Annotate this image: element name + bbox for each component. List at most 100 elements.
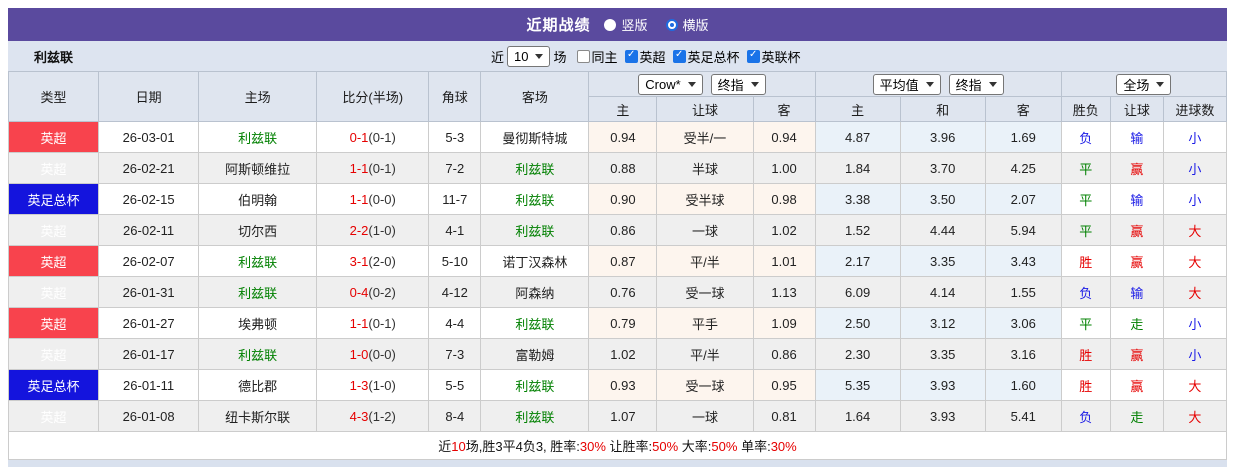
radio-option-vertical[interactable]: 竖版 — [604, 15, 648, 34]
average-index-select[interactable]: 终指 — [948, 73, 1004, 95]
halftime-score: (1-0) — [368, 222, 396, 238]
radio-icon[interactable] — [665, 18, 678, 31]
col-header-avg-home: 主 — [814, 96, 901, 122]
score-cell: 1-1(0-0) — [316, 183, 430, 215]
avg-draw-odds: 3.12 — [899, 307, 986, 339]
away-team: 利兹联 — [480, 307, 590, 339]
table-row: 英足总杯 26-02-15 伯明翰 1-1(0-0) 11-7 利兹联 0.90 受半球 0.9… — [7, 183, 1228, 215]
scope-select[interactable]: 全场 — [1116, 73, 1172, 95]
away-odds: 0.95 — [752, 369, 816, 401]
halftime-score: (0-1) — [368, 160, 396, 176]
handicap-line: 受一球 — [656, 369, 754, 401]
avg-draw-odds: 4.14 — [899, 276, 986, 308]
away-team: 利兹联 — [480, 152, 590, 184]
fa-cup-label[interactable]: 英足总杯 — [687, 49, 740, 65]
halftime-score: (0-1) — [368, 315, 396, 331]
col-header-date: 日期 — [98, 71, 200, 122]
radio-option-horizontal[interactable]: 横版 — [665, 15, 709, 34]
handicap-result-cell: 输 — [1109, 276, 1164, 308]
summary-segment: 10 — [451, 439, 466, 454]
fa-cup-checkbox[interactable] — [672, 49, 686, 63]
same-home-label[interactable]: 同主 — [591, 49, 618, 65]
premier-league-label[interactable]: 英超 — [639, 49, 666, 65]
goals-result-cell: 大 — [1162, 245, 1228, 277]
match-count-value: 10 — [514, 48, 529, 64]
avg-away-odds: 3.06 — [984, 307, 1062, 339]
away-odds: 1.01 — [752, 245, 816, 277]
home-team: 德比郡 — [198, 369, 318, 401]
corner-cell: 11-7 — [428, 183, 482, 215]
same-home-checkbox[interactable] — [576, 49, 590, 63]
home-odds: 0.87 — [588, 245, 658, 277]
fulltime-score: 1-3 — [349, 377, 369, 393]
col-header-corner: 角球 — [428, 71, 482, 122]
score-cell: 1-1(0-1) — [316, 307, 430, 339]
avg-draw-odds: 3.35 — [899, 245, 986, 277]
date-cell: 26-01-11 — [98, 369, 200, 401]
home-team: 切尔西 — [198, 214, 318, 246]
radio-icon[interactable] — [604, 18, 617, 31]
goals-result-cell: 大 — [1162, 369, 1228, 401]
odds-company-select[interactable]: Crow* — [638, 73, 703, 95]
handicap-result-cell: 走 — [1109, 400, 1164, 432]
home-team: 纽卡斯尔联 — [198, 400, 318, 432]
date-cell: 26-01-17 — [98, 338, 200, 370]
avg-away-odds: 2.07 — [984, 183, 1062, 215]
col-header-type: 类型 — [7, 71, 100, 122]
league-badge: 英足总杯 — [7, 183, 100, 215]
summary-segment: 50% — [711, 439, 738, 454]
avg-home-odds: 2.17 — [814, 245, 901, 277]
home-team: 利兹联 — [198, 338, 318, 370]
handicap-result-cell: 赢 — [1109, 152, 1164, 184]
table-row: 英超 26-02-21 阿斯顿维拉 1-1(0-1) 7-2 利兹联 0.88 半球 1.00 1… — [7, 152, 1228, 184]
fulltime-score: 4-3 — [349, 408, 369, 424]
odds-select-group: Crow* 终指 — [588, 71, 816, 97]
handicap-result-cell: 输 — [1109, 183, 1164, 215]
title-bar: 近期战绩 竖版 横版 — [8, 8, 1227, 41]
fulltime-score: 2-2 — [349, 222, 369, 238]
home-odds: 0.93 — [588, 369, 658, 401]
average-type-select[interactable]: 平均值 — [872, 73, 941, 95]
table-row: 英超 26-01-27 埃弗顿 1-1(0-1) 4-4 利兹联 0.79 平手 1.09 2.5… — [7, 307, 1228, 339]
avg-home-odds: 2.30 — [814, 338, 901, 370]
league-cup-checkbox[interactable] — [746, 49, 760, 63]
handicap-line: 一球 — [656, 214, 754, 246]
halftime-score: (1-2) — [368, 408, 396, 424]
radio-label-horizontal[interactable]: 横版 — [682, 18, 709, 33]
score-cell: 1-0(0-0) — [316, 338, 430, 370]
handicap-result-cell: 赢 — [1109, 338, 1164, 370]
match-count-select[interactable]: 10 — [507, 45, 551, 67]
average-index-value: 终指 — [955, 77, 982, 93]
table-footer: 近10场,胜3平4负3, 胜率:30% 让胜率:50% 大率:50% 单率:30… — [8, 431, 1227, 460]
col-header-odds-home: 主 — [588, 96, 658, 122]
home-team: 利兹联 — [198, 245, 318, 277]
radio-label-vertical[interactable]: 竖版 — [621, 18, 648, 33]
handicap-line: 受半/一 — [656, 121, 754, 153]
corner-cell: 4-12 — [428, 276, 482, 308]
summary-segment: 场,胜3平4负3, 胜率: — [465, 439, 580, 454]
away-odds: 0.81 — [752, 400, 816, 432]
chevron-down-icon — [750, 81, 759, 87]
premier-league-checkbox[interactable] — [624, 49, 638, 63]
league-cup-label[interactable]: 英联杯 — [761, 49, 801, 65]
avg-away-odds: 1.55 — [984, 276, 1062, 308]
halftime-score: (0-0) — [368, 346, 396, 362]
recent-results-widget: 近期战绩 竖版 横版 利兹联 近 10 场 同主 英超 — [7, 8, 1228, 467]
table-row: 英超 26-02-07 利兹联 3-1(2-0) 5-10 诺丁汉森林 0.87 平/半 1.0… — [7, 245, 1228, 277]
halftime-score: (0-1) — [368, 129, 396, 145]
avg-home-odds: 2.50 — [814, 307, 901, 339]
fulltime-score: 1-1 — [349, 191, 369, 207]
handicap-line: 平手 — [656, 307, 754, 339]
summary-segment: 近 — [438, 439, 452, 454]
handicap-line: 平/半 — [656, 245, 754, 277]
summary-segment: 让胜率: — [605, 439, 653, 454]
result-cell: 胜 — [1060, 369, 1111, 401]
avg-draw-odds: 3.93 — [899, 369, 986, 401]
handicap-result-cell: 赢 — [1109, 214, 1164, 246]
corner-cell: 5-3 — [428, 121, 482, 153]
avg-home-odds: 6.09 — [814, 276, 901, 308]
league-badge: 英超 — [7, 338, 100, 370]
away-team: 曼彻斯特城 — [480, 121, 590, 153]
table-row: 英超 26-02-11 切尔西 2-2(1-0) 4-1 利兹联 0.86 一球 1.02 1.5… — [7, 214, 1228, 246]
odds-index-select[interactable]: 终指 — [710, 73, 766, 95]
